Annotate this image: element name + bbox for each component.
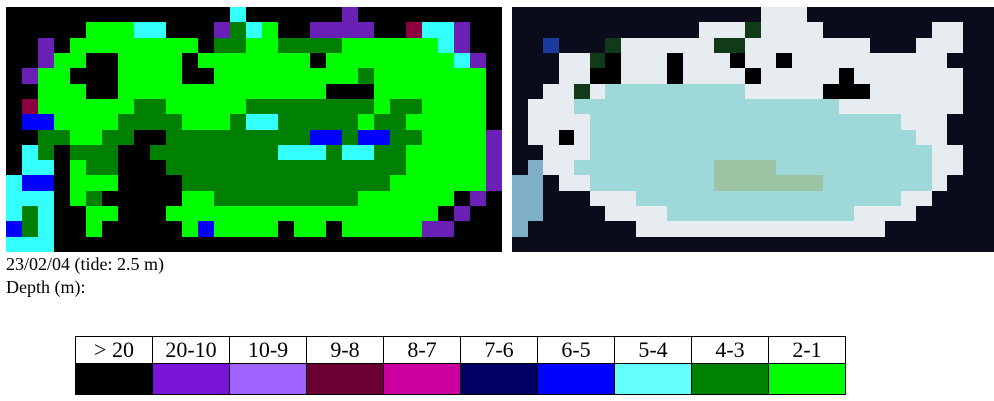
legend-swatch	[229, 363, 307, 395]
legend-swatch	[768, 363, 846, 395]
legend-label: 6-5	[537, 336, 615, 364]
legend-swatch	[383, 363, 461, 395]
legend-swatch	[691, 363, 769, 395]
legend-swatch	[152, 363, 230, 395]
legend-label: > 20	[75, 336, 153, 364]
depth-label: Depth (m):	[6, 277, 86, 297]
legend-label: 2-1	[768, 336, 846, 364]
legend-label: 8-7	[383, 336, 461, 364]
legend-label: 4-3	[691, 336, 769, 364]
legend-swatch	[75, 363, 153, 395]
legend-swatch	[306, 363, 384, 395]
legend-label: 10-9	[229, 336, 307, 364]
depth-classification-map	[6, 7, 502, 252]
legend-label: 7-6	[460, 336, 538, 364]
legend-swatch	[614, 363, 692, 395]
legend-label: 20-10	[152, 336, 230, 364]
legend-swatch	[537, 363, 615, 395]
legend-swatch	[460, 363, 538, 395]
legend-label: 9-8	[306, 336, 384, 364]
image-caption: 23/02/04 (tide: 2.5 m)	[6, 254, 164, 274]
satellite-image	[512, 7, 994, 252]
depth-legend: > 20 20-10 10-9 9-8 8-7 7-6 6-5 5-4 4-3 2-1	[75, 336, 846, 395]
legend-label: 5-4	[614, 336, 692, 364]
